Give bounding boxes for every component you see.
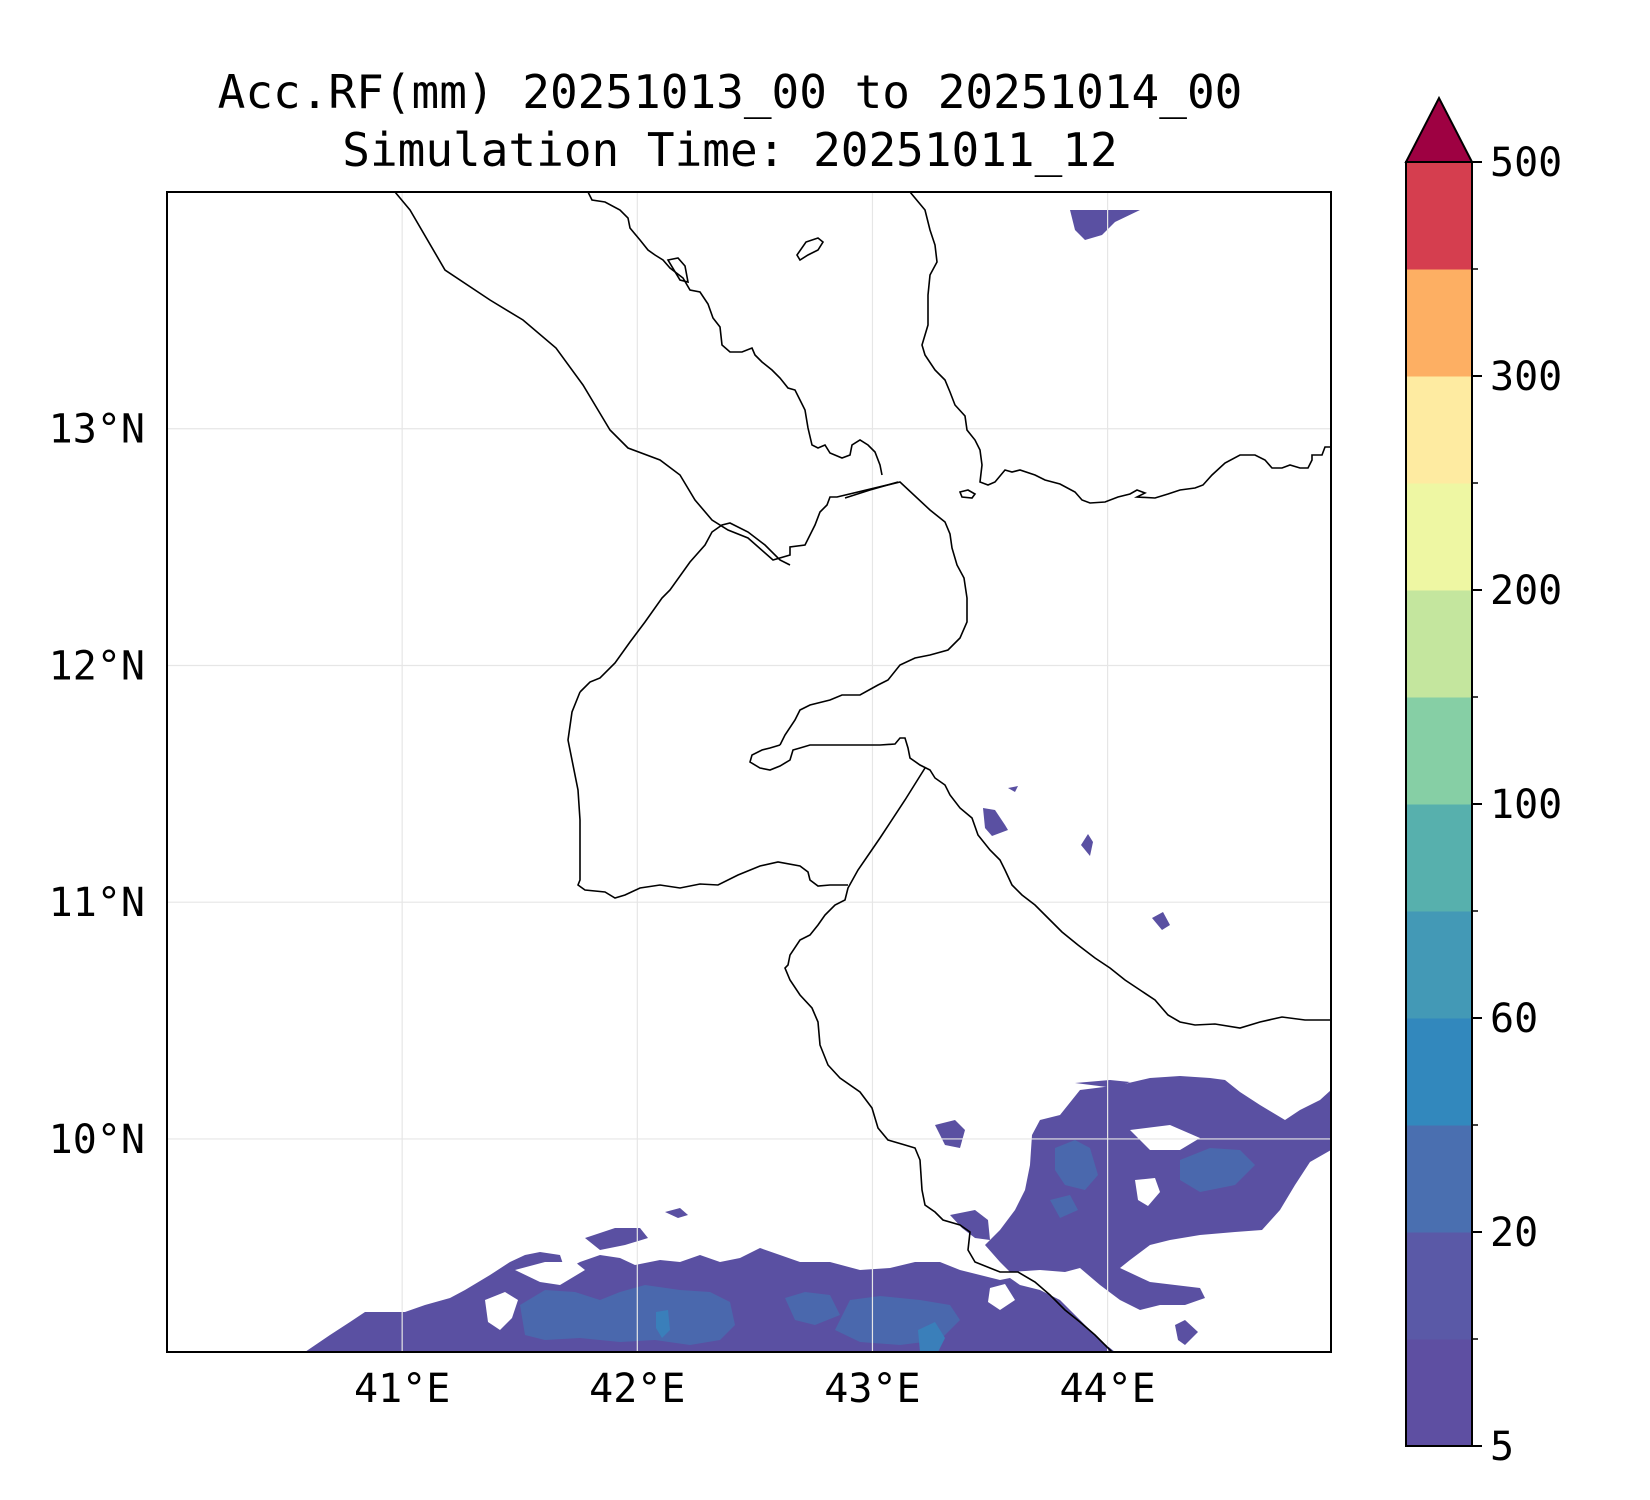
rain-cell [1075, 1080, 1130, 1088]
map-frame [166, 191, 1332, 1353]
island-dahlak [796, 237, 825, 262]
coastline-eritrea [394, 192, 968, 746]
rain-cell [1175, 1320, 1198, 1345]
colorbar-label: 200 [1490, 568, 1562, 614]
colorbar-segment [1406, 1125, 1472, 1233]
lon-tick-label: 43°E [824, 1366, 920, 1412]
colorbar-label: 5 [1490, 1424, 1514, 1470]
colorbar-segment [1406, 911, 1472, 1019]
colorbar-segment [1406, 1232, 1472, 1340]
coastline-djibouti-gulf [749, 737, 1331, 1029]
colorbar: 5 20 60 100 200 300 500 [1404, 95, 1562, 1470]
rain-area-moderate [1180, 1148, 1255, 1192]
map-title: Acc.RF(mm) 20251013_00 to 20251014_00 [218, 65, 1243, 119]
rain-core [918, 1322, 945, 1352]
rainfall-fill-layer [305, 210, 1331, 1352]
rain-gap [988, 1284, 1015, 1310]
colorbar-extend-arrow [1404, 95, 1474, 163]
rain-gap [515, 1262, 585, 1285]
rain-gap [1135, 1178, 1160, 1206]
colorbar-segment [1406, 1018, 1472, 1126]
colorbar-segment [1406, 483, 1472, 591]
colorbar-segment [1406, 804, 1472, 912]
colorbar-segment [1406, 590, 1472, 698]
map-panel: 41°E 42°E 43°E 44°E 13°N 12°N 11°N 10°N [49, 191, 1332, 1412]
rain-cell [983, 808, 1008, 836]
rain-cell [1152, 912, 1170, 930]
border-ethiopia-inland [567, 691, 848, 899]
border-ethiopia-djibouti [579, 522, 791, 693]
lon-tick-label: 41°E [354, 1366, 450, 1412]
rain-area-moderate [520, 1285, 735, 1345]
rain-cell [1135, 1145, 1140, 1152]
rain-cell [935, 1120, 965, 1148]
colorbar-segment [1406, 162, 1472, 270]
rain-gap [1130, 1125, 1200, 1150]
colorbar-label: 100 [1490, 782, 1562, 828]
lat-tick-label: 13°N [49, 407, 145, 453]
coastline-layer [394, 192, 1331, 1352]
colorbar-label: 20 [1490, 1210, 1538, 1256]
colorbar-segment [1406, 697, 1472, 805]
lat-tick-label: 10°N [49, 1117, 145, 1163]
rain-area-moderate [1055, 1140, 1098, 1190]
rain-core [656, 1310, 670, 1338]
border-djibouti-somaliland [784, 767, 1113, 1352]
colorbar-segment [1406, 376, 1472, 484]
rain-cell [1008, 786, 1018, 792]
rain-cell [665, 1208, 688, 1218]
lat-tick-label: 11°N [49, 880, 145, 926]
coastline-north [587, 192, 883, 476]
rain-cell [1081, 834, 1093, 856]
border-eritrea-djibouti [844, 481, 899, 499]
longitude-labels: 41°E 42°E 43°E 44°E [354, 1366, 1156, 1412]
rain-cell [585, 1228, 648, 1250]
lon-tick-label: 42°E [589, 1366, 685, 1412]
colorbar-label: 300 [1490, 354, 1562, 400]
lat-tick-label: 12°N [49, 643, 145, 689]
island-small [958, 489, 977, 499]
colorbar-segment [1406, 1339, 1472, 1447]
map-subtitle: Simulation Time: 20251011_12 [342, 123, 1117, 177]
colorbar-label: 60 [1490, 996, 1538, 1042]
colorbar-label: 500 [1490, 140, 1562, 186]
island-small [666, 257, 690, 284]
rain-area-moderate [1050, 1195, 1078, 1218]
colorbar-segment [1406, 269, 1472, 377]
rain-gap [485, 1292, 518, 1330]
latitude-labels: 13°N 12°N 11°N 10°N [49, 407, 145, 1163]
graticule [167, 192, 1331, 1352]
rain-cell [950, 1210, 990, 1240]
rain-cell [1070, 210, 1140, 240]
rain-area-moderate [785, 1292, 840, 1325]
lon-tick-label: 44°E [1059, 1366, 1155, 1412]
coastline-east-eritrea [909, 192, 1331, 504]
